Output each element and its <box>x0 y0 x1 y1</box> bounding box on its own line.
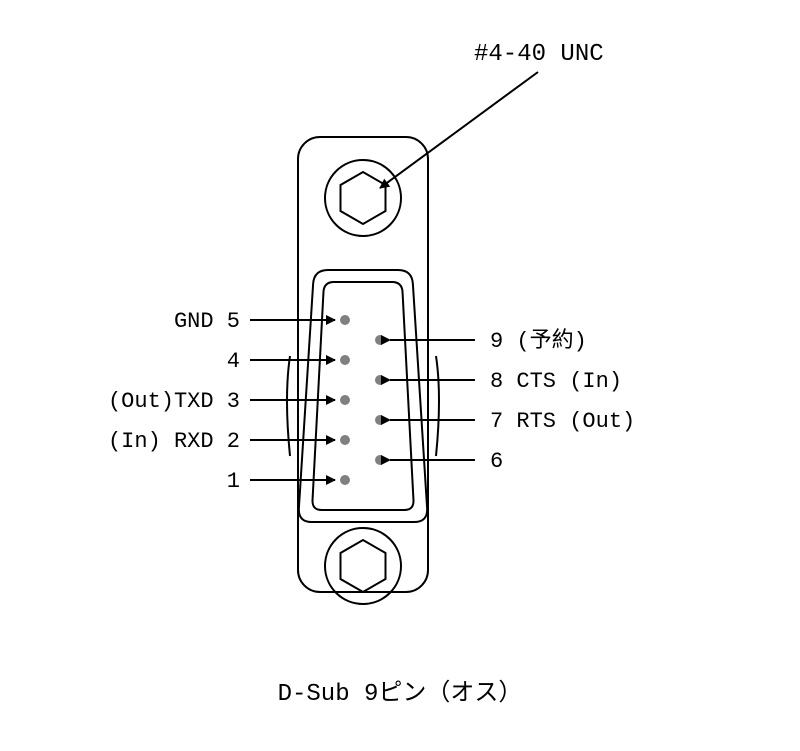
pin-label-3: (Out)TXD 3 <box>108 389 240 414</box>
pin-label-9: 9 (予約) <box>490 328 587 354</box>
screw-callout-label: #4-40 UNC <box>474 41 604 68</box>
flange-tab-right <box>436 356 439 456</box>
screw-callout-line <box>380 72 538 188</box>
pin-label-2: (In) RXD 2 <box>108 429 240 454</box>
dsub-inner <box>312 282 413 510</box>
screw-hex-1 <box>341 540 386 592</box>
pin-label-8: 8 CTS (In) <box>490 369 622 394</box>
pin-6 <box>375 455 385 465</box>
pin-label-4: 4 <box>227 349 240 374</box>
pin-2 <box>340 435 350 445</box>
dsub-diagram: GND 5 4 (Out)TXD 3 (In) RXD 2 1 9 (予約) 8 CTS (… <box>0 0 800 751</box>
pin-1 <box>340 475 350 485</box>
pin-label-6: 6 <box>490 449 503 474</box>
pin-label-1: 1 <box>227 469 240 494</box>
pin-3 <box>340 395 350 405</box>
pin-9 <box>375 335 385 345</box>
pin-label-5: GND 5 <box>174 309 240 334</box>
diagram-title: D-Sub 9ピン（オス） <box>278 680 523 708</box>
pin-8 <box>375 375 385 385</box>
pin-7 <box>375 415 385 425</box>
pin-label-7: 7 RTS (Out) <box>490 409 635 434</box>
pin-5 <box>340 315 350 325</box>
pin-4 <box>340 355 350 365</box>
screw-hex-0 <box>341 172 386 224</box>
